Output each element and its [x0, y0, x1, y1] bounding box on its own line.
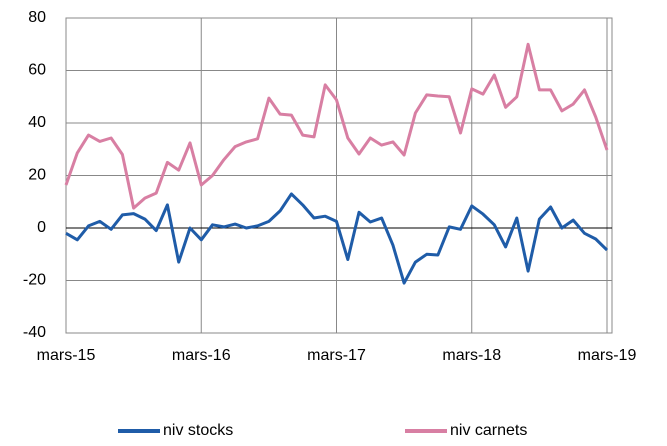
- y-tick-label: 60: [28, 62, 46, 79]
- x-tick-label: mars-17: [307, 347, 366, 364]
- x-tick-label: mars-19: [578, 347, 637, 364]
- series-line: [64, 42, 609, 210]
- x-tick-label: mars-18: [442, 347, 501, 364]
- legend-label: niv carnets: [450, 422, 527, 439]
- x-tick-label: mars-16: [172, 347, 231, 364]
- y-tick-label: 40: [28, 114, 46, 131]
- y-tick-label: 0: [37, 219, 46, 236]
- legend-label: niv stocks: [163, 422, 233, 439]
- y-tick-label: 80: [28, 9, 46, 26]
- y-tick-label: -40: [23, 324, 46, 341]
- x-tick-label: mars-15: [37, 347, 96, 364]
- y-tick-label: 20: [28, 167, 46, 184]
- y-tick-label: -20: [23, 272, 46, 289]
- series-line: [65, 192, 609, 285]
